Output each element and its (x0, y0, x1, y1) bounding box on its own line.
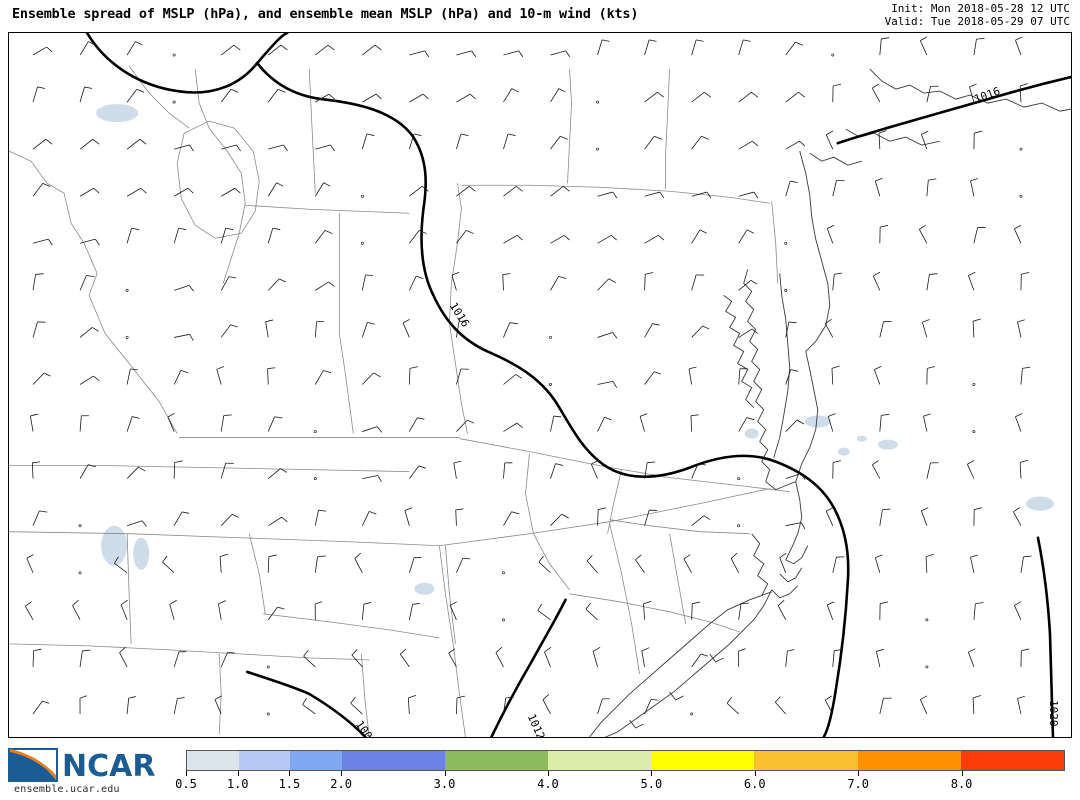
colorbar-tick (444, 771, 446, 776)
colorbar-tick-label: 7.0 (847, 777, 870, 791)
political-boundaries-layer (9, 65, 790, 737)
water-bodies-layer (96, 104, 1054, 595)
colorbar-tick-label: 6.0 (743, 777, 766, 791)
colorbar-tick-label: 2.0 (330, 777, 352, 791)
colorbar-tick (858, 771, 860, 776)
colorbar-segment (341, 751, 445, 770)
colorbar-tick (547, 771, 549, 776)
colorbar-segment (238, 751, 291, 770)
colorbar-segment (187, 751, 239, 770)
colorbar-tick (651, 771, 653, 776)
colorbar-segment (548, 751, 652, 770)
header-bar: Ensemble spread of MSLP (hPa), and ensem… (0, 0, 1080, 30)
colorbar-segment (754, 751, 858, 770)
colorbar-ticks: 0.5 1.0 1.5 2.0 3.0 4.0 5.0 6.0 7.0 8.0 (175, 771, 1065, 798)
coastline-layer (589, 68, 1071, 737)
weather-map-canvas[interactable]: 1016 1016 1012 1008 1020 (9, 33, 1071, 737)
colorbar-tick (754, 771, 756, 776)
colorbar-tick-label: 4.0 (537, 777, 559, 791)
colorbar-tick-label: 8.0 (950, 777, 973, 791)
colorbar-tick (961, 771, 963, 776)
colorbar-tick (186, 771, 187, 776)
colorbar-segment (960, 751, 1064, 770)
ncar-url-label: ensemble.ucar.edu (14, 784, 120, 795)
colorbar-strip[interactable] (186, 750, 1065, 771)
ncar-logo[interactable]: NCAR ensemble.ucar.edu (4, 742, 164, 796)
colorbar-tick (341, 771, 343, 776)
colorbar-tick-label: 1.0 (226, 777, 249, 791)
map-panel[interactable]: 1016 1016 1012 1008 1020 (8, 32, 1072, 738)
valid-time-label: Valid: Tue 2018-05-29 07 UTC (884, 15, 1070, 28)
init-time-label: Init: Mon 2018-05-28 12 UTC (891, 2, 1070, 15)
footer-bar: NCAR ensemble.ucar.edu 0.5 1.0 1.5 2.0 3.0 4.… (0, 740, 1080, 800)
colorbar-tick (289, 771, 291, 776)
colorbar-tick-label: 3.0 (433, 777, 456, 791)
colorbar-tick-label: 5.0 (640, 777, 663, 791)
forecast-timestamps: Init: Mon 2018-05-28 12 UTC Valid: Tue 2… (885, 2, 1070, 28)
svg-text:NCAR: NCAR (62, 749, 155, 784)
colorbar[interactable]: 0.5 1.0 1.5 2.0 3.0 4.0 5.0 6.0 7.0 8.0 (175, 750, 1065, 798)
colorbar-segment (290, 751, 342, 770)
colorbar-segment (651, 751, 755, 770)
colorbar-tick-label: 1.5 (278, 777, 301, 791)
ncar-logo-mark: NCAR (8, 748, 155, 784)
colorbar-tick-label: 0.5 (175, 777, 197, 791)
page-title: Ensemble spread of MSLP (hPa), and ensem… (12, 6, 639, 22)
contour-label: 1020 (1047, 700, 1060, 727)
colorbar-segment (857, 751, 961, 770)
colorbar-tick (237, 771, 239, 776)
mslp-contour-layer (85, 33, 1071, 737)
colorbar-segment (444, 751, 549, 770)
